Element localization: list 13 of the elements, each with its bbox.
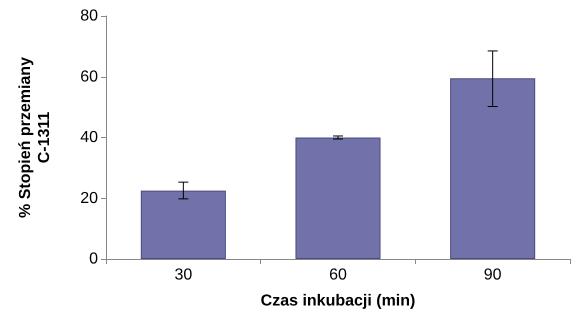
x-axis-title: Czas inkubacji (min) bbox=[260, 292, 416, 310]
y-tick-label: 0 bbox=[89, 250, 98, 268]
y-tick-label: 40 bbox=[80, 129, 98, 146]
y-axis-title: % Stopień przemiany C-1311 bbox=[17, 56, 53, 218]
y-tick-label: 80 bbox=[80, 8, 98, 24]
x-tick-label: 60 bbox=[329, 266, 347, 284]
x-tick-label: 30 bbox=[174, 266, 192, 284]
y-tick-label: 20 bbox=[80, 190, 98, 207]
y-tick-label: 60 bbox=[80, 68, 98, 86]
bar bbox=[140, 190, 226, 259]
bar bbox=[295, 138, 381, 259]
bar bbox=[450, 78, 536, 259]
x-tick-label: 90 bbox=[484, 266, 502, 284]
